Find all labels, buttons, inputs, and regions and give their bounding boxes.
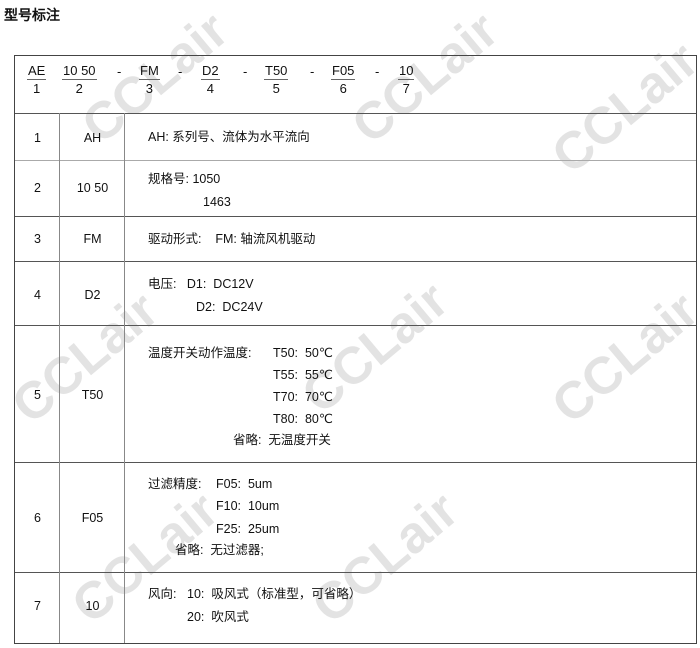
model-table: AE 1 10 50 2 - FM 3 - D2 4 - T50 5 - F05 6 - 1…: [14, 55, 697, 644]
separator: -: [117, 64, 122, 79]
row-code: T50: [81, 388, 104, 402]
divider: [15, 572, 696, 573]
code-segment: FM 3: [139, 63, 160, 96]
row-code: 10 50: [76, 181, 109, 195]
row-code: FM: [83, 232, 102, 246]
code-segment: AE 1: [27, 63, 47, 96]
divider: [15, 216, 696, 217]
row-code: AH: [83, 131, 102, 145]
row-index: 4: [34, 288, 41, 302]
row-description: 20: 吹风式: [187, 610, 249, 624]
row-description: F10: 10um: [216, 499, 280, 513]
row-code: D2: [84, 288, 101, 302]
row-description: 风向:: [148, 587, 177, 601]
row-description: 10: 吸风式（标准型，可省略）: [187, 587, 362, 601]
divider: [59, 113, 60, 643]
divider: [124, 113, 125, 643]
row-description: T70: 70℃: [273, 390, 333, 404]
row-index: 5: [34, 388, 41, 402]
divider: [15, 325, 696, 326]
row-description: 过滤精度:: [148, 477, 202, 491]
row-description: D2: DC24V: [196, 300, 263, 314]
row-index: 7: [34, 599, 41, 613]
code-segment: 10 7: [398, 63, 415, 96]
row-description: T80: 80℃: [273, 412, 333, 426]
row-code: 10: [85, 599, 100, 613]
page-title: 型号标注: [4, 7, 60, 23]
row-code: F05: [81, 511, 104, 525]
row-description: 规格号: 1050: [148, 172, 221, 186]
row-index: 1: [34, 131, 41, 145]
separator: -: [310, 64, 315, 79]
divider: [15, 462, 696, 463]
row-index: 2: [34, 181, 41, 195]
separator: -: [178, 64, 183, 79]
code-segment: T50 5: [264, 63, 289, 96]
row-description: 温度开关动作温度:: [148, 346, 252, 360]
row-description: F25: 25um: [216, 522, 280, 536]
divider: [15, 261, 696, 262]
row-description: 电压: D1: DC12V: [148, 277, 254, 291]
row-description: 1463: [203, 195, 231, 209]
divider: [15, 113, 696, 114]
code-segment: F05 6: [331, 63, 356, 96]
separator: -: [375, 64, 380, 79]
code-segment: D2 4: [201, 63, 220, 96]
row-description: 驱动形式: FM: 轴流风机驱动: [148, 232, 316, 246]
row-description: AH: 系列号、流体为水平流向: [148, 130, 310, 144]
row-description: T55: 55℃: [273, 368, 333, 382]
row-index: 6: [34, 511, 41, 525]
row-description: 省略: 无温度开关: [233, 433, 331, 447]
separator: -: [243, 64, 248, 79]
row-description: 省略: 无过滤器;: [175, 543, 264, 557]
row-index: 3: [34, 232, 41, 246]
row-description: F05: 5um: [216, 477, 273, 491]
row-description: T50: 50℃: [273, 346, 333, 360]
divider: [15, 160, 696, 161]
code-segment: 10 50 2: [62, 63, 97, 96]
